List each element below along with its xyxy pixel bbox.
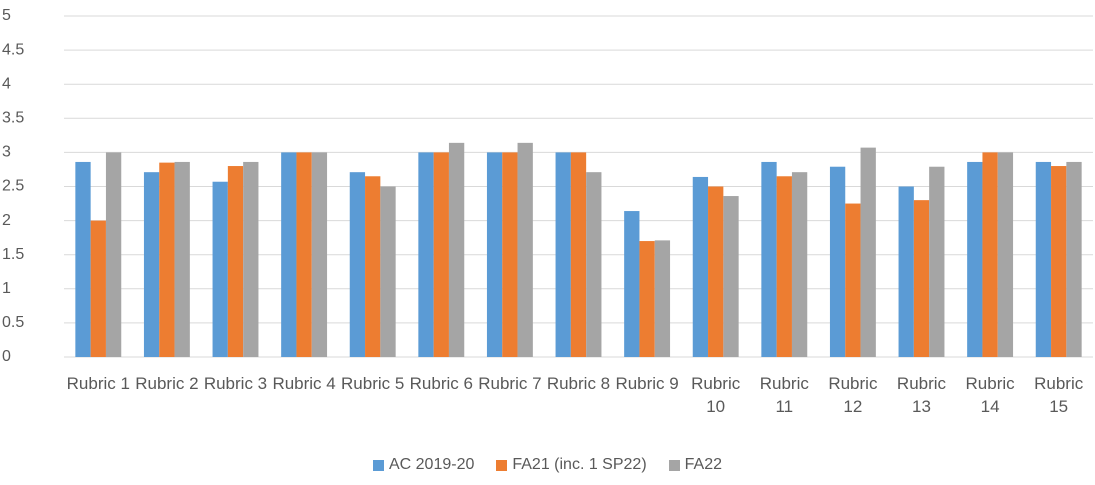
bar <box>243 161 259 357</box>
bar <box>570 152 587 357</box>
y-tick-label: 0.5 <box>2 314 24 331</box>
y-tick-label: 0 <box>2 348 11 365</box>
bar <box>174 161 190 357</box>
x-tick-label: Rubric 7 <box>478 374 542 393</box>
y-tick-label: 1.5 <box>2 246 24 263</box>
bar <box>708 186 724 357</box>
x-tick-label: Rubric 6 <box>409 374 473 393</box>
bar <box>433 152 449 357</box>
y-tick-label: 5 <box>2 7 11 24</box>
x-tick-label: Rubric 1 <box>66 374 130 393</box>
bar <box>75 161 91 357</box>
bar <box>845 203 861 357</box>
bar <box>143 172 160 357</box>
bar <box>1066 161 1082 357</box>
y-tick-label: 3.5 <box>2 110 24 127</box>
bar <box>281 152 297 357</box>
legend-label: FA21 (inc. 1 SP22) <box>512 456 647 473</box>
bar <box>860 147 876 357</box>
y-tick-label: 1 <box>2 280 11 297</box>
bar <box>776 176 792 357</box>
x-tick-label: Rubric 13 <box>896 374 947 416</box>
bar <box>929 166 945 357</box>
x-tick-label: Rubric 10 <box>691 374 741 416</box>
bar <box>1035 161 1052 357</box>
bar <box>639 241 655 357</box>
y-tick-label: 2 <box>2 212 11 229</box>
x-tick-label: Rubric 14 <box>965 374 1015 416</box>
bar <box>90 220 106 357</box>
bar <box>380 186 396 357</box>
x-tick-label: Rubric 8 <box>546 374 611 393</box>
x-tick-label: Rubric 11 <box>759 374 809 416</box>
y-tick-label: 3 <box>2 144 11 161</box>
x-tick-label: Rubric 15 <box>1034 374 1084 416</box>
legend-label: FA22 <box>684 456 723 473</box>
bar <box>418 152 434 357</box>
bar <box>311 152 328 357</box>
bar <box>829 166 846 357</box>
legend: AC 2019-20 FA21 (inc. 1 SP22) FA22 <box>0 456 1095 474</box>
bar <box>555 152 571 357</box>
bar <box>365 176 381 357</box>
bar <box>692 176 709 357</box>
y-tick-label: 4 <box>2 75 11 92</box>
bar <box>448 142 465 357</box>
bar <box>486 152 503 357</box>
legend-item: AC 2019-20 <box>372 456 475 474</box>
legend-label: AC 2019-20 <box>388 456 475 473</box>
bar <box>159 162 175 357</box>
legend-swatch <box>372 459 384 471</box>
bar <box>517 142 533 357</box>
bar <box>212 181 228 357</box>
bar <box>982 152 998 357</box>
bar <box>1051 166 1067 357</box>
legend-item: FA21 (inc. 1 SP22) <box>496 456 647 474</box>
bar <box>898 186 914 357</box>
bar <box>349 172 366 357</box>
x-tick-label: Rubric 9 <box>615 374 679 393</box>
x-tick-label: Rubric 12 <box>828 374 878 416</box>
bar <box>654 240 671 357</box>
bar <box>997 152 1014 357</box>
x-tick-label: Rubric 4 <box>272 374 336 393</box>
x-tick-label: Rubric 3 <box>203 374 268 393</box>
bar <box>967 161 983 357</box>
bar <box>296 152 312 357</box>
legend-item: FA22 <box>668 456 723 474</box>
bar <box>624 211 640 357</box>
legend-swatch <box>668 459 680 471</box>
legend-swatch <box>496 459 508 471</box>
x-tick-label: Rubric 5 <box>341 374 405 393</box>
bar <box>586 172 602 357</box>
bar <box>502 152 518 357</box>
bar <box>761 161 777 357</box>
y-tick-label: 4.5 <box>2 41 24 58</box>
y-tick-label: 2.5 <box>2 178 24 195</box>
bar <box>913 200 930 357</box>
bar <box>105 152 122 357</box>
bar <box>791 172 808 357</box>
bar <box>227 166 244 357</box>
bar <box>723 196 739 357</box>
x-tick-label: Rubric 2 <box>135 374 199 393</box>
